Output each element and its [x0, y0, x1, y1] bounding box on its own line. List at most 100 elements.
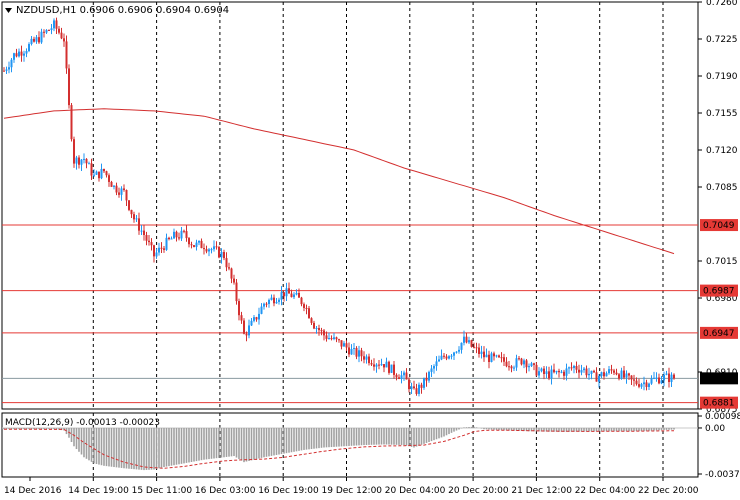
candle-down: [193, 245, 195, 247]
moving-average-line: [3, 108, 675, 255]
candle-down: [398, 377, 400, 379]
macd-signal-layer: [4, 428, 674, 469]
candle-down: [525, 360, 528, 368]
candle-up: [258, 313, 260, 320]
time-axis: 14 Dec 2016 14 Dec 19:00 15 Dec 11:00 16 De…: [4, 477, 699, 496]
candle-down: [283, 292, 285, 297]
candle-down: [575, 366, 578, 370]
candle-down: [325, 335, 328, 339]
candle-up: [440, 355, 443, 360]
candle-down: [138, 218, 140, 231]
candle-down: [318, 327, 320, 331]
candle-up: [263, 303, 265, 307]
candle-down: [623, 370, 625, 378]
candle-down: [395, 374, 398, 378]
candle-down: [48, 29, 50, 31]
candle-down: [478, 347, 480, 354]
price-label: 0.7260: [706, 0, 738, 8]
candle-up: [53, 20, 55, 29]
candle-up: [280, 292, 283, 300]
candle-down: [150, 242, 153, 246]
candle-up: [455, 351, 458, 353]
candle-down: [335, 337, 338, 340]
candle-down: [373, 364, 375, 367]
candle-down: [518, 358, 520, 360]
candle-down: [153, 245, 155, 257]
candle-up: [93, 174, 95, 176]
price-badge: [700, 219, 738, 232]
price-label: 0.7085: [706, 183, 738, 193]
candle-up: [95, 171, 98, 175]
price-panel[interactable]: [1, 1, 699, 410]
candle-up: [660, 380, 663, 384]
candle-down: [470, 340, 473, 347]
candle-up: [423, 377, 425, 388]
candle-down: [108, 175, 110, 182]
candle-down: [228, 267, 230, 269]
candle-down: [493, 353, 495, 357]
candle-up: [468, 340, 470, 343]
horizontal-levels[interactable]: [2, 224, 698, 404]
price-badge: [700, 326, 738, 339]
candle-down: [475, 347, 478, 349]
candle-down: [345, 343, 348, 348]
candle-up: [208, 249, 210, 252]
candle-up: [25, 51, 28, 54]
macd-label: 0.00098: [705, 412, 740, 422]
candle-down: [130, 209, 133, 215]
candle-up: [343, 343, 345, 347]
candle-up: [588, 373, 590, 376]
price-label: 0.7190: [706, 72, 738, 82]
candle-down: [668, 373, 670, 383]
candle-down: [163, 248, 165, 250]
triangle-down-icon[interactable]: [5, 8, 12, 13]
candle-down: [520, 358, 523, 365]
candle-up: [403, 372, 405, 376]
candle-up: [515, 358, 518, 368]
price-badge-label: 0.6881: [703, 399, 735, 409]
candle-up: [180, 230, 183, 239]
candle-up: [550, 369, 553, 379]
candle-down: [238, 301, 240, 316]
candle-up: [100, 168, 103, 179]
candle-up: [390, 364, 393, 373]
price-badge-label: 0.6904: [703, 374, 735, 384]
candle-down: [55, 20, 58, 29]
macd-label: 0.00: [705, 424, 725, 434]
moving-average-layer: [3, 108, 675, 255]
candle-up: [600, 372, 603, 377]
candle-up: [380, 364, 383, 366]
candle-down: [445, 356, 448, 359]
time-label: 14 Dec 2016: [4, 486, 62, 496]
candle-down: [110, 181, 113, 187]
candle-down: [60, 32, 63, 39]
candle-down: [368, 356, 370, 364]
candle-down: [630, 375, 633, 380]
candle-up: [650, 378, 653, 384]
price-label: 0.7155: [706, 109, 738, 119]
candle-up: [23, 53, 25, 56]
price-grid: [92, 2, 664, 409]
candle-up: [538, 371, 540, 376]
price-badge-label: 0.7049: [703, 221, 735, 231]
candle-down: [175, 231, 178, 238]
candle-down: [233, 278, 235, 283]
candle-down: [118, 192, 120, 195]
candle-up: [643, 382, 645, 385]
candle-up: [268, 299, 270, 304]
candle-down: [105, 171, 108, 176]
candle-up: [293, 294, 295, 298]
price-label: 0.7225: [706, 35, 738, 45]
candle-down: [85, 158, 88, 164]
candle-down: [505, 361, 508, 367]
candle-up: [13, 53, 15, 60]
candle-down: [90, 163, 93, 176]
candles-layer[interactable]: [3, 17, 675, 397]
candle-down: [508, 366, 510, 368]
candle-down: [488, 354, 490, 363]
macd-panel[interactable]: [1, 412, 699, 478]
candle-down: [218, 247, 220, 258]
candle-down: [320, 330, 323, 332]
